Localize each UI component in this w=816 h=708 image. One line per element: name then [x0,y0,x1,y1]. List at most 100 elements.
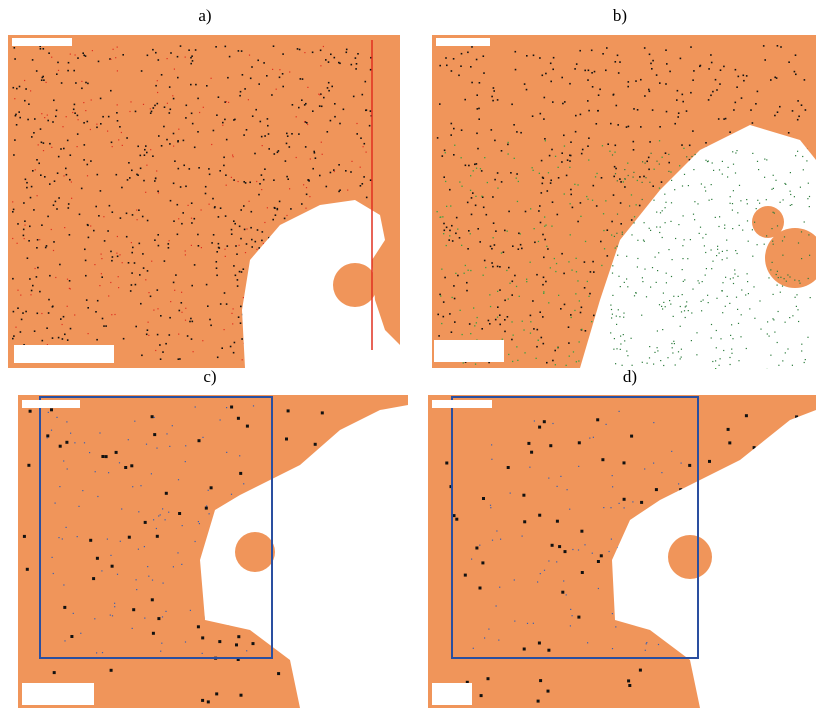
dot [669,300,670,301]
dot [688,464,691,467]
dot [174,69,175,70]
dot [271,94,273,96]
dot [542,316,544,318]
dot [24,238,25,239]
dot [683,215,684,216]
dot [73,109,75,111]
dot [664,194,665,195]
dot [710,54,712,56]
dot [57,172,59,174]
dot [107,230,109,232]
dot [128,262,130,264]
dot [620,343,621,344]
dot [59,445,62,448]
dot [722,174,723,175]
dot [511,294,513,296]
dot [446,206,447,207]
dot [666,63,668,65]
dot [790,172,791,173]
dot [674,343,675,344]
dot [97,174,99,176]
dot [690,46,692,48]
dot [57,62,59,64]
dot [614,152,615,153]
dot [448,239,450,241]
dot [36,159,38,161]
dot [680,58,682,60]
dot [680,306,681,307]
dot [717,249,718,250]
dot [527,442,530,445]
dot [157,289,159,291]
dot [622,232,623,233]
dot [63,175,64,176]
dot [49,275,51,277]
dot [264,222,265,223]
dot [47,437,48,438]
dot [794,71,796,73]
dot [177,234,179,236]
dot [146,334,148,336]
dot [607,229,609,231]
dot [72,112,73,113]
dot [771,189,772,190]
dot [622,234,623,235]
dot [497,306,499,308]
dot [482,497,485,500]
dot [78,506,79,507]
dot [278,150,280,152]
dot [218,243,220,245]
dot [476,133,478,135]
dot [205,186,207,188]
dot [158,192,159,193]
dot [35,268,36,269]
dot [185,320,186,321]
dot [205,193,207,195]
dot [748,241,749,242]
dot [658,252,659,253]
dot [525,211,527,213]
dot [144,154,146,156]
dot [578,549,579,550]
dot [48,412,49,413]
dot [190,57,192,59]
dot [590,271,592,273]
dot [777,285,778,286]
dot [117,70,118,71]
dot [681,349,682,350]
dot [246,425,249,428]
dot [563,580,564,581]
dot [155,178,157,180]
dot [75,82,77,84]
dot [156,528,157,529]
dot [659,82,661,84]
dot [587,199,588,200]
dot [741,97,743,99]
dot [805,109,807,111]
dot [796,306,797,307]
dot [603,213,604,214]
dot [492,540,493,541]
dot [777,342,778,343]
dot [309,196,310,197]
dot [239,226,241,228]
dot [139,274,141,276]
dot [254,153,256,155]
dot [618,72,620,74]
dot [197,98,199,100]
dot [241,271,243,273]
dot [734,269,735,270]
dot [688,310,689,311]
dot [457,275,459,277]
dot [707,161,708,162]
dot [582,149,584,151]
dot [484,260,486,262]
dot [260,121,262,123]
dot [520,244,522,246]
dot [788,132,790,134]
dot [323,46,324,47]
dot [443,233,444,234]
dot [606,424,607,425]
dot [116,174,118,176]
dot [45,247,47,249]
